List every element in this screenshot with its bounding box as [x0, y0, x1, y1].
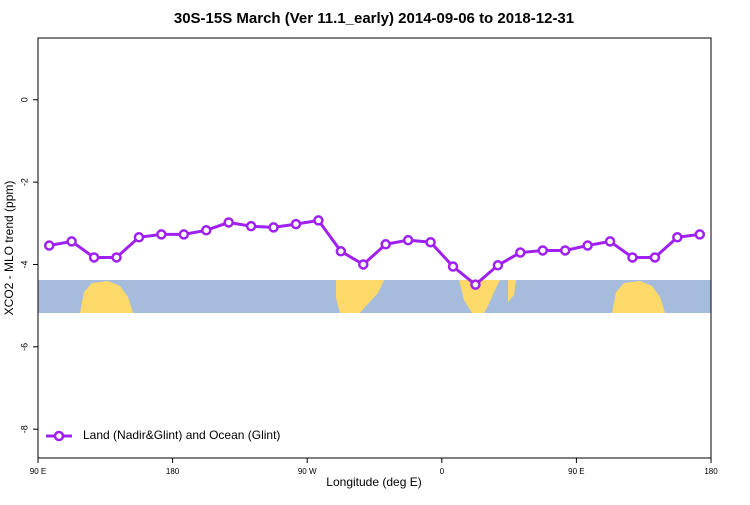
legend-label: Land (Nadir&Glint) and Ocean (Glint) — [83, 428, 280, 442]
data-point — [627, 252, 638, 263]
data-point — [156, 229, 167, 240]
series-line — [48, 218, 700, 287]
x-tick-label: 180 — [704, 467, 718, 476]
x-tick-label: 90 W — [298, 467, 317, 476]
chart-title: 30S-15S March (Ver 11.1_early) 2014-09-0… — [174, 10, 574, 27]
x-tick-label: 90 E — [568, 467, 584, 476]
data-point — [649, 252, 661, 263]
data-point — [582, 240, 593, 251]
y-tick-label: -4 — [19, 260, 29, 268]
data-point — [111, 252, 122, 263]
data-point — [201, 225, 212, 236]
x-axis-label: Longitude (deg E) — [326, 475, 421, 489]
data-point — [313, 215, 324, 226]
data-point — [88, 252, 100, 263]
x-tick-label: 90 E — [30, 467, 46, 476]
data-point — [335, 246, 347, 257]
data-point — [559, 245, 571, 256]
data-point — [447, 261, 459, 272]
y-axis-label: XCO2 - MLO trend (ppm) — [2, 181, 16, 316]
data-point — [604, 236, 616, 247]
x-tick-label: 0 — [440, 467, 445, 476]
plot-frame — [37, 37, 712, 459]
data-point — [537, 245, 548, 256]
data-point — [43, 240, 55, 251]
data-point — [470, 279, 481, 290]
map-band — [38, 280, 711, 313]
legend-marker — [53, 430, 65, 442]
data-point — [133, 232, 145, 243]
y-tick-label: -2 — [19, 178, 29, 186]
y-tick-label: -8 — [19, 425, 29, 433]
data-point — [694, 229, 706, 240]
data-point — [66, 236, 77, 247]
data-point — [245, 220, 257, 232]
data-point — [178, 229, 190, 240]
data-point — [223, 217, 234, 228]
data-point — [290, 218, 302, 230]
data-point — [380, 239, 391, 250]
x-tick-label: 180 — [166, 467, 180, 476]
data-point — [358, 259, 369, 270]
data-point — [268, 222, 279, 233]
data-point — [515, 247, 526, 258]
data-point — [425, 236, 436, 248]
y-tick-label: 0 — [19, 97, 29, 102]
data-point — [492, 260, 504, 271]
data-point — [402, 234, 414, 246]
y-tick-label: -6 — [19, 343, 29, 351]
data-point — [672, 232, 683, 243]
